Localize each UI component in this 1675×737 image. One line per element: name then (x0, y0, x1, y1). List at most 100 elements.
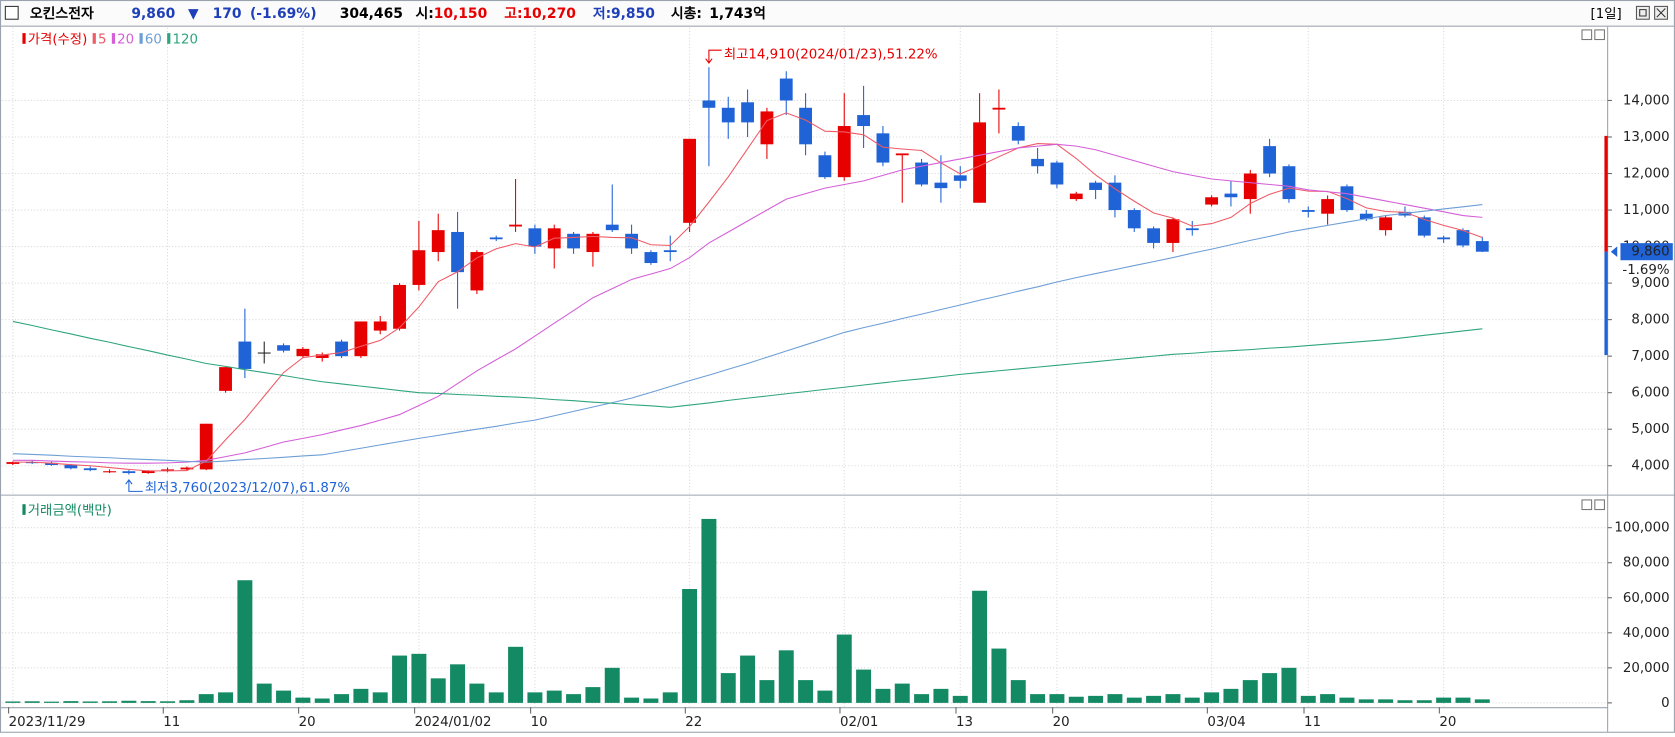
volume-bar (836, 634, 852, 703)
candle-body (895, 153, 909, 156)
volume-bar (643, 698, 659, 703)
current-marker (1610, 246, 1618, 258)
candle-body (1321, 199, 1335, 214)
volume-bar (1262, 673, 1278, 703)
candle-body (1437, 237, 1451, 240)
candle-body (83, 468, 97, 471)
candle-body (296, 348, 310, 357)
change-pct: (-1.69%) (250, 6, 317, 22)
volume-bar (662, 692, 678, 703)
candle-body (1108, 182, 1122, 211)
candle-body (1050, 162, 1064, 185)
candle-body (934, 182, 948, 189)
legend-swatch (111, 33, 116, 44)
candle-body (103, 471, 116, 473)
candle-body (625, 233, 638, 249)
volume-bar (372, 692, 388, 703)
volume-bar (5, 701, 21, 703)
candle-body (1127, 210, 1141, 229)
volume-bar (334, 694, 350, 703)
volume-bar (237, 580, 253, 703)
cap-label: 시총: (671, 6, 702, 22)
candle-body (277, 345, 290, 351)
candle-body (122, 471, 136, 474)
candle-body (219, 367, 232, 391)
volume-bar (720, 673, 736, 703)
y-tick-label: 0 (1661, 696, 1669, 711)
candle-body (64, 465, 78, 469)
candle-body (1147, 228, 1161, 243)
volume-bar (1397, 700, 1413, 703)
candle-body (1166, 219, 1180, 243)
panel-icon[interactable] (1581, 29, 1593, 41)
volume-bar (527, 692, 543, 703)
volume-bar (1378, 699, 1394, 703)
candle-body (644, 252, 658, 264)
x-tick-label: 2023/11/29 (9, 715, 86, 730)
candle-body (876, 133, 890, 163)
volume-bar (392, 655, 408, 703)
y-tick-label: 12,000 (1623, 167, 1670, 182)
volume-bar (1010, 680, 1026, 703)
x-tick-label: 20 (299, 715, 316, 730)
current-change: -1.69% (1622, 263, 1669, 278)
ma-line (12, 204, 1483, 463)
x-tick-label: 02/01 (840, 715, 878, 730)
x-tick-label: 13 (956, 715, 973, 730)
volume-bar (624, 697, 640, 703)
candle-body (489, 237, 503, 240)
volume-bar (1030, 694, 1046, 703)
volume-bar (508, 646, 524, 703)
ma-line (12, 112, 1483, 472)
candle-body (663, 250, 677, 253)
restore-button[interactable] (1635, 5, 1650, 20)
volume-bar (778, 650, 794, 703)
y-tick-label: 14,000 (1623, 93, 1670, 108)
volume-bar (44, 701, 60, 703)
volume-bar (24, 701, 40, 703)
volume-bar (1204, 692, 1220, 703)
candle-body (1475, 241, 1489, 252)
candle-body (373, 321, 387, 331)
volume-bar (1281, 667, 1297, 703)
price: 9,860 (131, 6, 175, 22)
candle-body (586, 233, 600, 253)
candle-body (1282, 166, 1296, 200)
checkbox[interactable] (4, 5, 19, 20)
legend-label: 120 (173, 33, 198, 48)
volume-bar (1049, 694, 1065, 703)
candle-body (1456, 230, 1470, 246)
volume-bar (160, 701, 176, 703)
x-tick-label: 20 (1439, 715, 1456, 730)
panel-icon[interactable] (1581, 499, 1593, 511)
candle-body (1031, 158, 1045, 167)
volume-bar (991, 648, 1007, 703)
panel-icon[interactable] (1594, 499, 1605, 511)
change-arrow: ▼ (188, 6, 199, 22)
candle-body (393, 284, 406, 329)
candle-body (1417, 217, 1431, 236)
volume-bar (856, 669, 872, 703)
x-tick-label: 2024/01/02 (415, 715, 492, 730)
legend-label: 가격(수정) (28, 32, 88, 48)
volume-bar (1184, 697, 1200, 703)
legend-swatch (22, 33, 26, 44)
volume-bar (798, 680, 814, 703)
volume-bar (1358, 699, 1374, 703)
ma-line (12, 143, 1483, 464)
candle-body (335, 341, 348, 357)
y-tick-label: 80,000 (1623, 556, 1670, 571)
candle-body (354, 321, 368, 357)
candle-body (238, 341, 252, 369)
cap: 1,743억 (709, 6, 766, 22)
period[interactable]: [1일] (1591, 6, 1622, 22)
candle-body (470, 252, 484, 291)
volume-bar (972, 590, 988, 703)
volume-bar (450, 664, 466, 703)
volume-bar (1339, 697, 1355, 703)
candle-body (1224, 193, 1238, 198)
x-tick-label: 03/04 (1207, 715, 1245, 730)
panel-icon[interactable] (1594, 29, 1605, 41)
volume-bar (121, 700, 137, 703)
